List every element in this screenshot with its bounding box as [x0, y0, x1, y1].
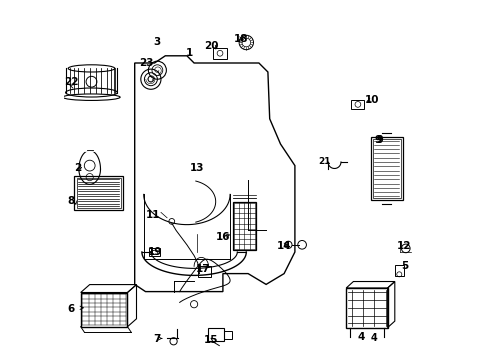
Bar [372, 139, 400, 198]
Text: 9: 9 [373, 135, 381, 145]
Text: 1: 1 [186, 48, 193, 58]
Text: 10: 10 [365, 95, 379, 105]
Bar [394, 265, 403, 276]
Text: 20: 20 [203, 41, 218, 51]
Text: 16: 16 [215, 232, 230, 242]
Bar [151, 250, 157, 254]
Bar [198, 266, 211, 277]
Bar [370, 137, 402, 200]
Text: 4: 4 [357, 332, 365, 342]
Text: 3: 3 [153, 37, 161, 48]
Text: 11: 11 [145, 210, 160, 220]
Bar [346, 288, 387, 328]
Text: 22: 22 [63, 77, 78, 87]
Text: 12: 12 [396, 240, 410, 251]
Bar [232, 202, 256, 251]
Bar [81, 292, 127, 327]
Text: 15: 15 [203, 335, 218, 345]
Bar [77, 178, 121, 207]
Text: 13: 13 [189, 163, 204, 174]
Text: 21: 21 [318, 157, 330, 166]
Bar [207, 328, 223, 341]
Text: 9: 9 [375, 135, 382, 145]
Text: 6: 6 [67, 304, 75, 314]
Text: 14: 14 [276, 240, 291, 251]
Text: 5: 5 [400, 261, 407, 271]
Text: 7: 7 [153, 334, 161, 344]
Text: 4: 4 [370, 333, 377, 343]
Text: 23: 23 [139, 58, 154, 68]
Bar [149, 248, 159, 256]
Bar [223, 331, 231, 339]
Text: 2: 2 [74, 163, 81, 174]
Bar [212, 48, 227, 59]
Bar [351, 100, 364, 109]
Text: 18: 18 [233, 34, 247, 44]
Text: 8: 8 [67, 196, 75, 206]
Bar [74, 176, 123, 210]
Text: 17: 17 [195, 264, 210, 274]
Text: 19: 19 [148, 247, 162, 257]
